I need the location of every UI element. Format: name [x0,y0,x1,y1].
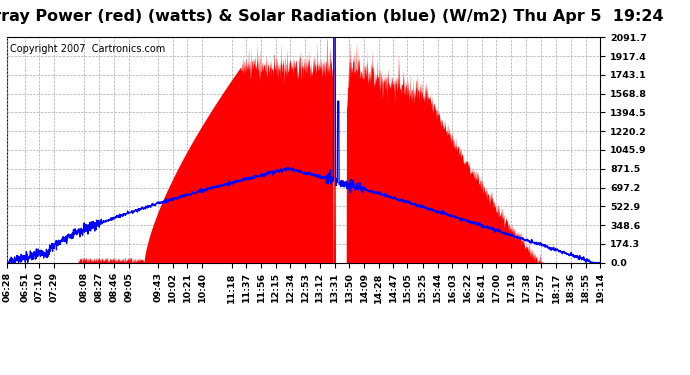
Text: West Array Power (red) (watts) & Solar Radiation (blue) (W/m2) Thu Apr 5  19:24: West Array Power (red) (watts) & Solar R… [0,9,664,24]
Text: Copyright 2007  Cartronics.com: Copyright 2007 Cartronics.com [10,44,165,54]
